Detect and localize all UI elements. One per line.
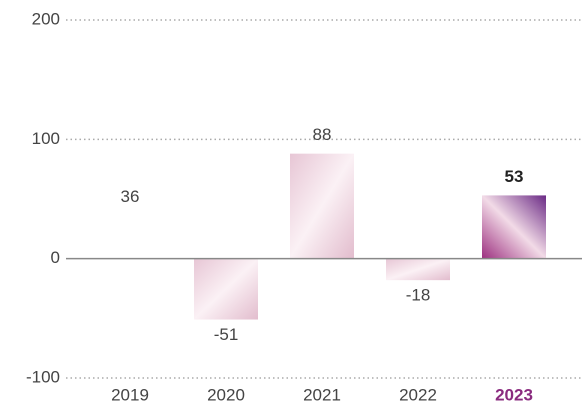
value-label: -51	[214, 325, 239, 344]
x-tick-label: 2023	[495, 385, 533, 404]
y-tick-label: -100	[26, 367, 60, 386]
value-label: 53	[505, 167, 524, 186]
value-label: -18	[406, 286, 431, 305]
y-tick-label: 200	[32, 9, 60, 28]
bar	[290, 153, 354, 259]
x-tick-label: 2020	[207, 385, 245, 404]
value-label: 36	[121, 187, 140, 206]
x-tick-label: 2021	[303, 385, 341, 404]
bar	[98, 216, 162, 259]
y-tick-label: 100	[32, 129, 60, 148]
bar	[386, 258, 450, 281]
x-tick-label: 2019	[111, 385, 149, 404]
x-tick-label: 2022	[399, 385, 437, 404]
bar	[194, 258, 258, 320]
bar	[482, 195, 546, 259]
y-tick-label: 0	[51, 248, 60, 267]
value-label: 88	[313, 125, 332, 144]
